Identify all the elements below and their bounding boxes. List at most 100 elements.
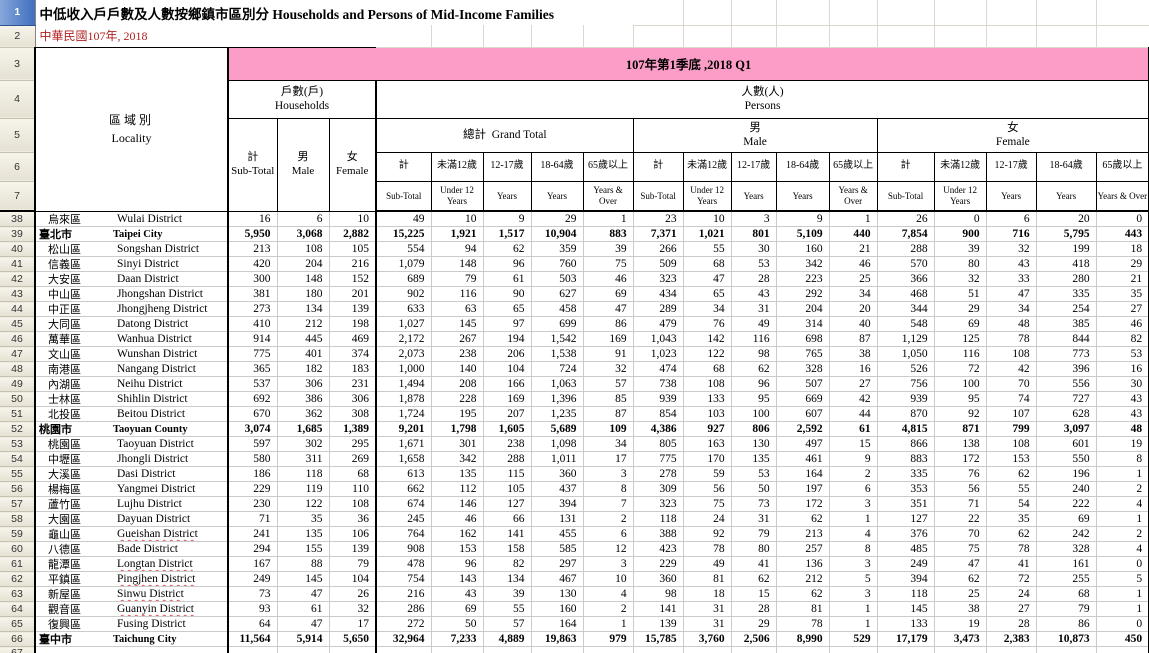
data-cell[interactable]: 78 [776,616,830,632]
data-cell[interactable]: 468 [877,286,935,302]
data-cell[interactable]: 27 [986,601,1037,617]
data-cell[interactable]: 127 [877,511,935,527]
empty-cell[interactable] [1036,0,1097,26]
data-cell[interactable]: 360 [633,571,684,587]
data-cell[interactable]: 434 [633,286,684,302]
data-cell[interactable]: 240 [1036,481,1097,497]
data-cell[interactable]: 724 [531,361,584,377]
data-cell[interactable]: 75 [934,541,987,557]
data-cell[interactable]: 39 [934,241,987,257]
data-cell[interactable]: 29 [731,616,777,632]
data-cell[interactable]: 257 [776,541,830,557]
data-cell[interactable]: 628 [1036,406,1097,422]
row-number[interactable]: 67 [0,646,36,653]
data-cell[interactable]: 21 [1096,271,1149,287]
data-cell[interactable]: 108 [986,346,1037,362]
row-number[interactable]: 60 [0,541,36,557]
data-cell[interactable]: 48 [986,316,1037,332]
locality-column-header[interactable]: 區域別 Locality [34,46,229,212]
data-cell[interactable]: 82 [1096,331,1149,347]
data-cell[interactable]: 86 [1036,616,1097,632]
data-cell[interactable]: 5,914 [277,631,330,647]
data-cell[interactable]: 88 [277,556,330,572]
row-number[interactable]: 53 [0,436,36,452]
data-cell[interactable]: 3,097 [1036,421,1097,437]
data-cell[interactable] [683,646,732,653]
data-cell[interactable]: 627 [531,286,584,302]
data-cell[interactable]: 130 [531,586,584,602]
locality-cell[interactable]: 文山區 Wunshan District [34,346,229,362]
data-cell[interactable]: 2,172 [376,331,432,347]
locality-cell[interactable]: 桃園市 Taoyuan County [34,421,229,437]
data-cell[interactable]: 765 [776,346,830,362]
data-cell[interactable]: 1 [829,511,878,527]
data-cell[interactable]: 122 [683,346,732,362]
data-cell[interactable]: 17 [583,451,634,467]
data-cell[interactable]: 118 [277,466,330,482]
data-cell[interactable]: 29 [531,211,584,227]
data-cell[interactable]: 65 [483,301,532,317]
data-cell[interactable]: 6 [583,526,634,542]
data-cell[interactable]: 43 [986,256,1037,272]
data-cell[interactable]: 26 [877,211,935,227]
data-cell[interactable]: 24 [986,586,1037,602]
data-cell[interactable]: 196 [1036,466,1097,482]
col-header-f-1217-en[interactable]: Years [985,180,1037,212]
data-cell[interactable]: 27 [1096,301,1149,317]
data-cell[interactable]: 71 [934,496,987,512]
data-cell[interactable]: 5,109 [776,226,830,242]
locality-cell[interactable]: 烏來區 Wulai District [34,211,229,227]
data-cell[interactable]: 206 [483,346,532,362]
data-cell[interactable]: 199 [1036,241,1097,257]
data-cell[interactable]: 255 [1036,571,1097,587]
row-number[interactable]: 63 [0,586,36,602]
data-cell[interactable]: 286 [376,601,432,617]
data-cell[interactable]: 47 [683,271,732,287]
female-group-header[interactable]: 女 Female [876,117,1149,153]
data-cell[interactable]: 31 [731,511,777,527]
data-cell[interactable]: 485 [877,541,935,557]
data-cell[interactable]: 754 [376,571,432,587]
data-cell[interactable]: 92 [934,406,987,422]
data-cell[interactable]: 10,873 [1036,631,1097,647]
row-header-4[interactable]: 4 [0,80,36,119]
data-cell[interactable]: 22 [934,511,987,527]
data-cell[interactable]: 288 [483,451,532,467]
data-cell[interactable]: 529 [829,631,878,647]
data-cell[interactable]: 1 [829,211,878,227]
data-cell[interactable]: 169 [483,391,532,407]
data-cell[interactable]: 445 [277,331,330,347]
data-cell[interactable]: 153 [431,541,484,557]
data-cell[interactable]: 72 [986,571,1037,587]
data-cell[interactable]: 42 [986,361,1037,377]
data-cell[interactable]: 8,990 [776,631,830,647]
data-cell[interactable]: 366 [877,271,935,287]
col-header-gt-1217-zh[interactable]: 12-17歲 [482,151,532,182]
data-cell[interactable]: 139 [633,616,684,632]
data-cell[interactable]: 323 [633,271,684,287]
data-cell[interactable]: 108 [683,376,732,392]
data-cell[interactable]: 49 [683,556,732,572]
data-cell[interactable]: 80 [934,256,987,272]
locality-cell[interactable]: 士林區 Shihlin District [34,391,229,407]
row-number[interactable]: 44 [0,301,36,317]
data-cell[interactable]: 3,074 [228,421,278,437]
data-cell[interactable]: 410 [228,316,278,332]
data-cell[interactable]: 197 [776,481,830,497]
data-cell[interactable]: 104 [483,361,532,377]
data-cell[interactable]: 4,815 [877,421,935,437]
row-header-2[interactable]: 2 [0,25,36,48]
data-cell[interactable]: 61 [277,601,330,617]
data-cell[interactable]: 46 [829,256,878,272]
col-header-m-u12-en[interactable]: Under 12 Years [682,180,732,212]
data-cell[interactable]: 204 [776,301,830,317]
empty-cell[interactable] [877,25,935,48]
data-cell[interactable]: 131 [531,511,584,527]
data-cell[interactable]: 467 [531,571,584,587]
data-cell[interactable]: 597 [228,436,278,452]
row-number[interactable]: 55 [0,466,36,482]
data-cell[interactable]: 155 [277,541,330,557]
data-cell[interactable]: 64 [228,616,278,632]
data-cell[interactable]: 323 [633,496,684,512]
data-cell[interactable]: 288 [877,241,935,257]
